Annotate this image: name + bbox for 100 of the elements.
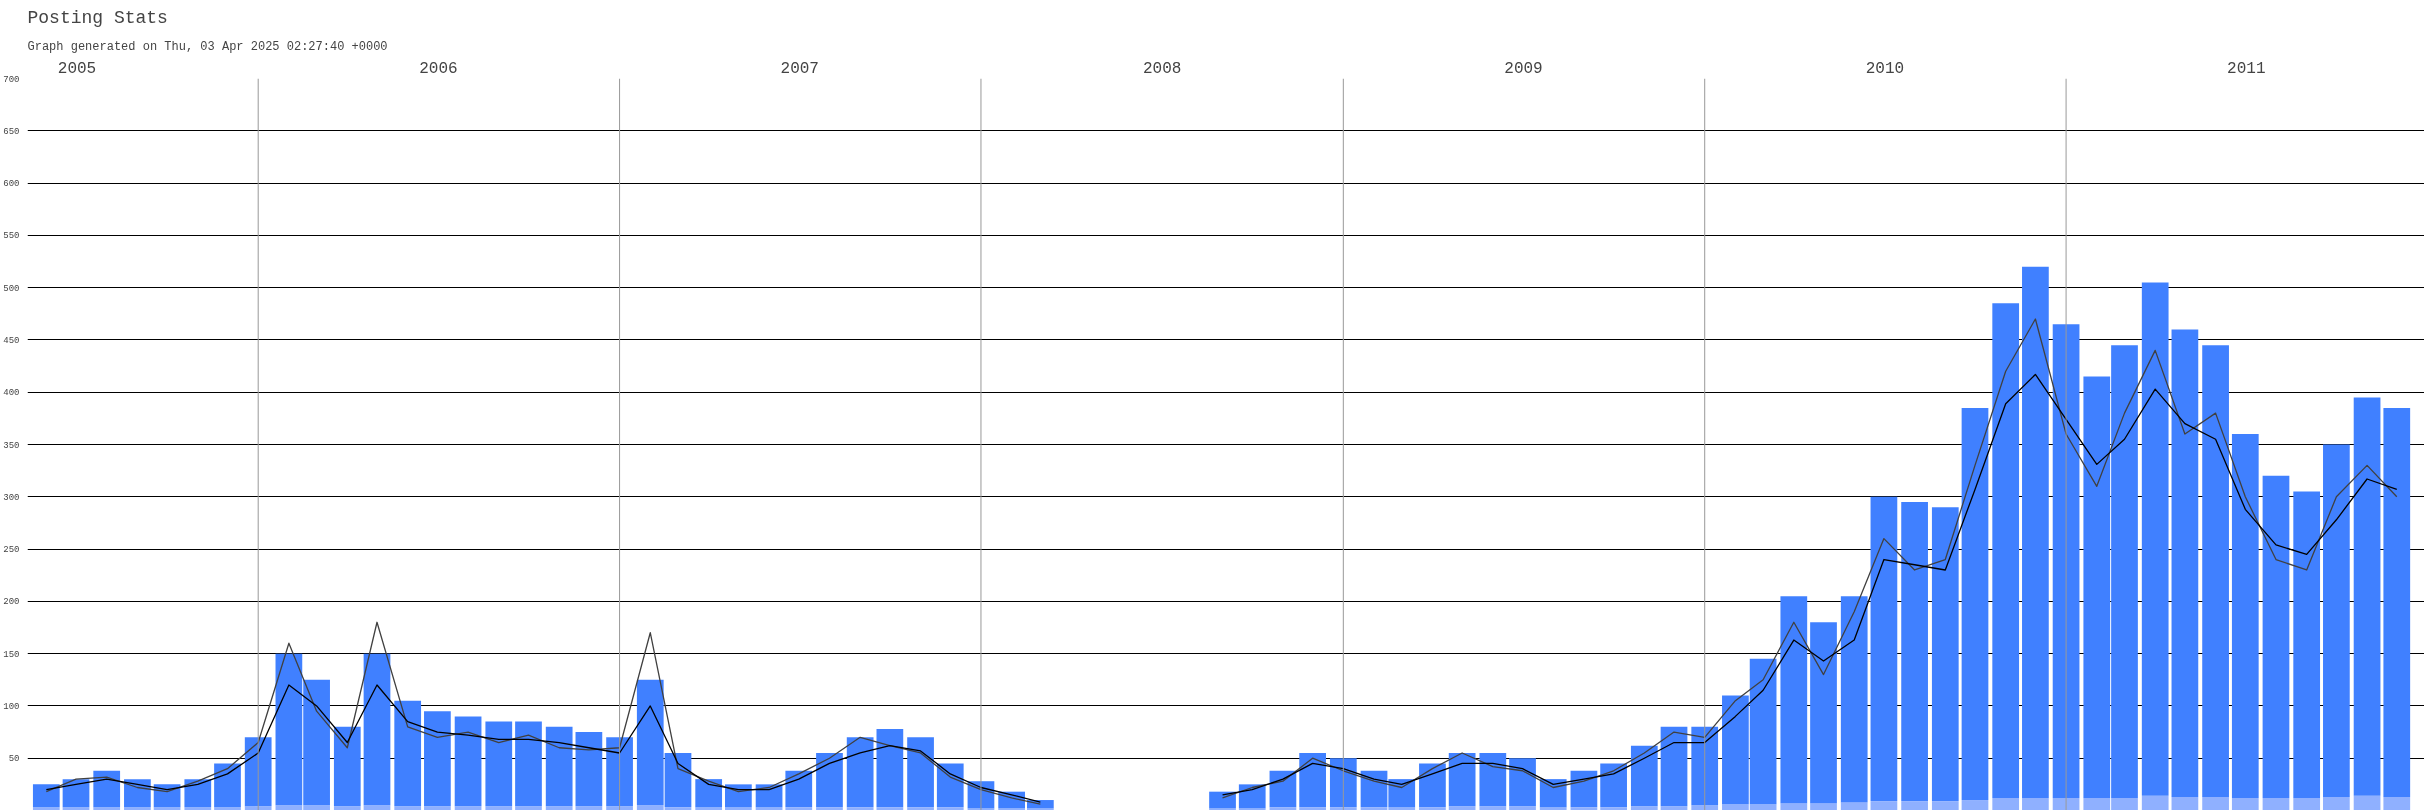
bar bbox=[1901, 801, 1928, 810]
bar bbox=[1931, 801, 1959, 810]
bar bbox=[1419, 763, 1446, 808]
bar bbox=[214, 763, 241, 808]
bar bbox=[394, 700, 422, 807]
y-tick-label: 500 bbox=[3, 283, 20, 294]
bar bbox=[2383, 407, 2411, 797]
bar bbox=[1780, 803, 1808, 810]
bar bbox=[2022, 797, 2049, 810]
bar bbox=[1509, 758, 1536, 807]
bar bbox=[1238, 784, 1266, 809]
bar bbox=[153, 807, 181, 810]
bar bbox=[424, 711, 451, 807]
bar bbox=[1600, 763, 1627, 808]
bar bbox=[2353, 795, 2381, 810]
bar bbox=[1329, 758, 1357, 808]
bar bbox=[2202, 345, 2229, 797]
bar bbox=[214, 807, 241, 810]
bar bbox=[936, 807, 964, 810]
bar bbox=[93, 770, 121, 808]
bar bbox=[785, 807, 813, 810]
bar bbox=[485, 721, 513, 807]
bar bbox=[846, 807, 874, 810]
bar bbox=[1901, 502, 1928, 802]
y-tick-label: 600 bbox=[3, 179, 20, 190]
y-tick-label: 700 bbox=[3, 74, 20, 85]
bar bbox=[1660, 726, 1688, 807]
bar bbox=[1448, 752, 1476, 807]
bar bbox=[1448, 806, 1476, 810]
y-tick-label: 200 bbox=[3, 597, 20, 608]
bar bbox=[363, 653, 391, 806]
x-tick-label: 2007 bbox=[780, 59, 819, 78]
bar bbox=[1419, 807, 1446, 810]
bar bbox=[124, 807, 151, 810]
bar bbox=[1539, 779, 1567, 808]
bar bbox=[515, 806, 542, 810]
bar bbox=[575, 806, 603, 810]
y-tick-label: 100 bbox=[3, 701, 20, 712]
bar bbox=[1479, 806, 1507, 810]
bar bbox=[124, 779, 151, 808]
bar bbox=[606, 806, 633, 810]
bar bbox=[244, 737, 272, 807]
bar bbox=[2323, 444, 2350, 797]
bar bbox=[2293, 491, 2321, 798]
x-tick-label: 2005 bbox=[57, 59, 97, 78]
bar bbox=[1810, 803, 1837, 810]
bar bbox=[2022, 266, 2049, 798]
bar bbox=[876, 728, 904, 808]
bar bbox=[1840, 596, 1868, 803]
bar bbox=[1630, 745, 1658, 807]
bar bbox=[454, 806, 482, 810]
bar bbox=[2141, 282, 2169, 796]
bar bbox=[394, 806, 422, 810]
bar bbox=[695, 779, 723, 808]
bar bbox=[1539, 807, 1567, 810]
bar bbox=[2383, 796, 2411, 810]
bar bbox=[2231, 797, 2259, 810]
bar bbox=[485, 806, 513, 810]
bar bbox=[2262, 475, 2290, 798]
bar bbox=[2231, 434, 2259, 798]
bar bbox=[1691, 805, 1719, 810]
bar bbox=[1691, 726, 1719, 806]
bar bbox=[816, 752, 843, 808]
bar bbox=[1630, 806, 1658, 810]
chart-subtitle: Graph generated on Thu, 03 Apr 2025 02:27:40 +0000 bbox=[27, 39, 388, 54]
bar bbox=[333, 806, 361, 810]
bar bbox=[1299, 752, 1326, 808]
bar bbox=[1600, 807, 1627, 810]
bar bbox=[1840, 802, 1868, 810]
bar bbox=[2171, 796, 2199, 810]
x-tick-label: 2008 bbox=[1142, 59, 1182, 78]
bar bbox=[846, 737, 874, 808]
bar bbox=[785, 770, 813, 808]
bar bbox=[1992, 797, 2020, 810]
y-tick-label: 300 bbox=[3, 492, 20, 503]
bar bbox=[32, 807, 60, 810]
bar bbox=[755, 807, 783, 810]
bar bbox=[1870, 496, 1898, 802]
bar bbox=[545, 806, 573, 810]
y-tick-label: 650 bbox=[3, 126, 20, 137]
bar bbox=[333, 726, 361, 807]
y-tick-label: 250 bbox=[3, 545, 20, 556]
bar bbox=[2141, 795, 2169, 810]
bar bbox=[1961, 800, 1989, 810]
bar bbox=[1479, 752, 1507, 807]
bar bbox=[1780, 596, 1808, 804]
bar bbox=[2202, 796, 2229, 810]
bar bbox=[2262, 797, 2290, 810]
bar bbox=[1329, 807, 1357, 810]
bar bbox=[1660, 806, 1688, 810]
x-tick-label: 2010 bbox=[1865, 59, 1905, 78]
bar bbox=[184, 779, 212, 808]
bar bbox=[62, 807, 90, 810]
bar bbox=[1509, 806, 1536, 810]
bar bbox=[1870, 801, 1898, 810]
bar bbox=[1570, 807, 1598, 810]
bar bbox=[1269, 807, 1297, 810]
y-tick-label: 550 bbox=[3, 231, 20, 242]
bar bbox=[695, 807, 723, 810]
bar bbox=[575, 732, 603, 807]
